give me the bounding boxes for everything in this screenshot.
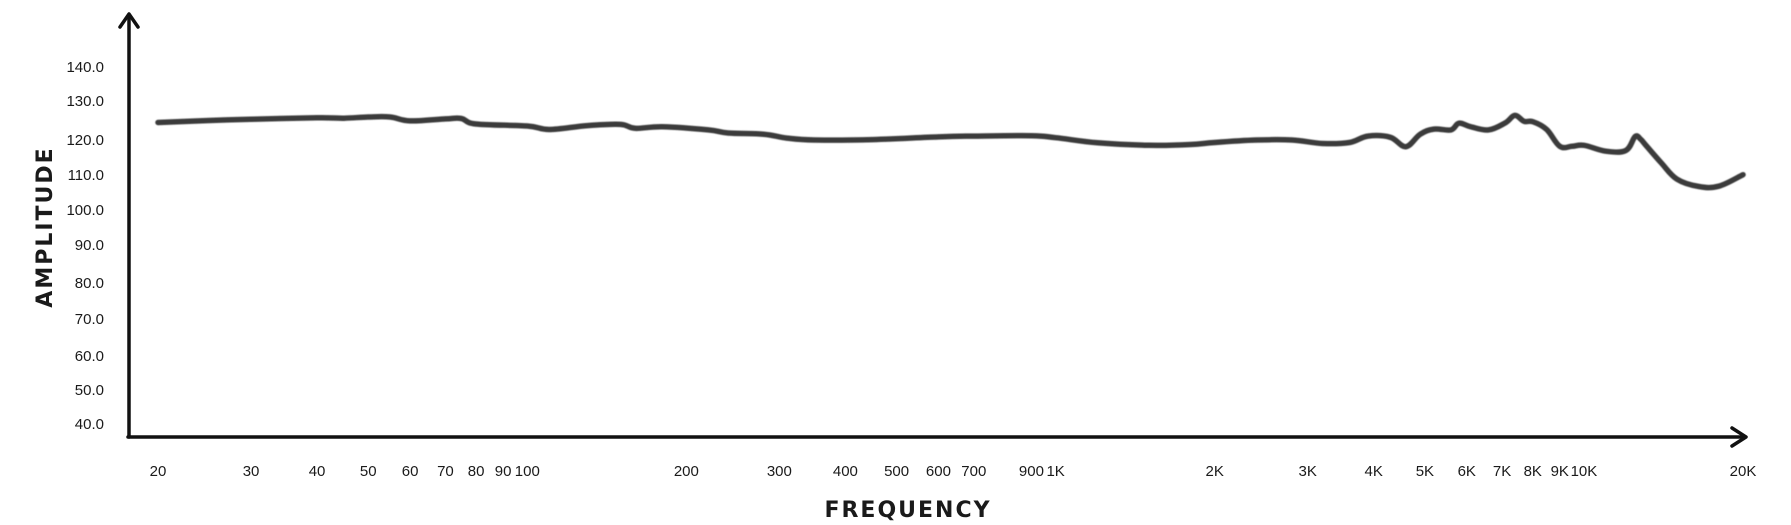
x-tick-label: 80 xyxy=(468,463,485,480)
x-tick-label: 10K xyxy=(1571,463,1598,480)
y-axis-arrowhead xyxy=(118,12,140,29)
x-tick-label: 500 xyxy=(884,463,909,480)
x-tick-label: 40 xyxy=(309,463,326,480)
x-tick-label: 50 xyxy=(360,463,377,480)
x-tick-labels: 20 30 40 50 60 70 80 90 100 200 300 400 500 600 700 900… xyxy=(150,463,1757,480)
x-tick-label: 300 xyxy=(767,463,792,480)
y-tick-label: 140.0 xyxy=(66,59,104,76)
x-tick-label: 60 xyxy=(402,463,419,480)
y-tick-label: 120.0 xyxy=(66,132,104,149)
y-tick-label: 130.0 xyxy=(66,93,104,110)
x-tick-label: 100 xyxy=(515,463,540,480)
x-tick-label: 9K xyxy=(1551,463,1569,480)
x-tick-label: 20K xyxy=(1730,463,1757,480)
y-tick-label: 110.0 xyxy=(68,167,104,184)
y-tick-label: 50.0 xyxy=(75,382,104,399)
y-tick-label: 60.0 xyxy=(75,348,104,365)
x-axis-title: FREQUENCY xyxy=(824,498,991,523)
series-line xyxy=(155,112,1746,191)
x-tick-label: 20 xyxy=(150,463,167,480)
x-axis-arrowhead xyxy=(1730,426,1748,448)
y-tick-labels: 40.0 50.0 60.0 70.0 80.0 90.0 100.0 110.0 120.0 1… xyxy=(66,59,104,433)
y-tick-label: 100.0 xyxy=(66,202,104,219)
x-tick-label: 30 xyxy=(243,463,260,480)
y-tick-label: 40.0 xyxy=(75,416,104,433)
x-tick-label: 6K xyxy=(1458,463,1476,480)
x-tick-label: 7K xyxy=(1493,463,1511,480)
y-axis-title: AMPLITUDE xyxy=(33,146,58,307)
x-tick-label: 1K xyxy=(1046,463,1064,480)
y-tick-label: 90.0 xyxy=(75,237,104,254)
x-tick-label: 90 xyxy=(495,463,512,480)
x-tick-label: 3K xyxy=(1299,463,1317,480)
x-tick-label: 70 xyxy=(437,463,454,480)
y-tick-label: 70.0 xyxy=(75,311,104,328)
x-tick-label: 600 xyxy=(926,463,951,480)
x-tick-label: 4K xyxy=(1365,463,1383,480)
x-tick-label: 2K xyxy=(1205,463,1223,480)
x-tick-label: 8K xyxy=(1524,463,1542,480)
x-tick-label: 900 xyxy=(1019,463,1044,480)
x-tick-label: 5K xyxy=(1416,463,1434,480)
y-tick-label: 80.0 xyxy=(75,275,104,292)
x-tick-label: 200 xyxy=(674,463,699,480)
x-tick-label: 400 xyxy=(833,463,858,480)
x-tick-label: 700 xyxy=(961,463,986,480)
